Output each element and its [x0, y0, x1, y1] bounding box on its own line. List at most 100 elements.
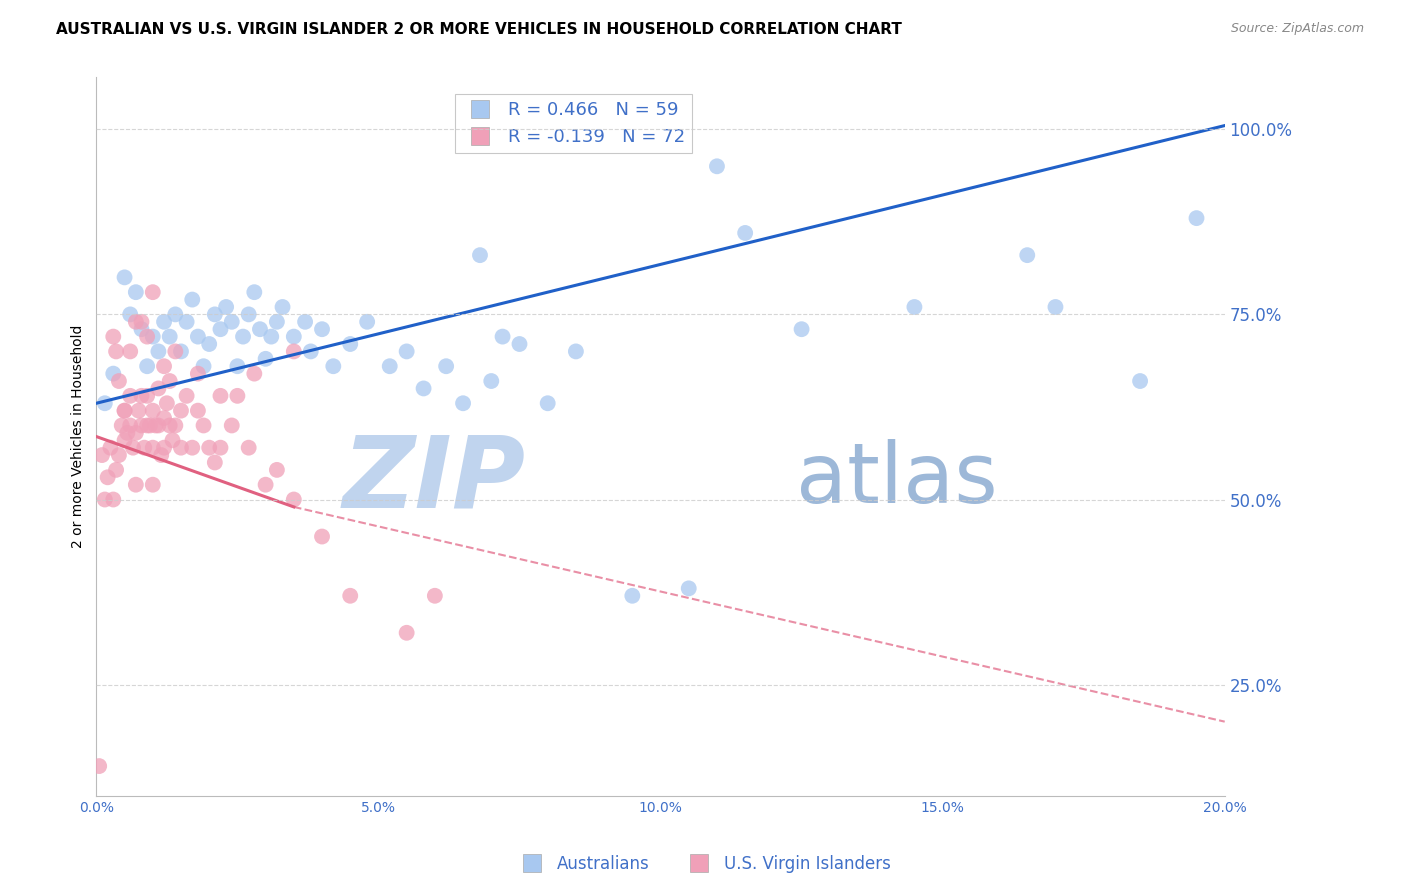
Point — [125, 425, 148, 440]
Point — [198, 441, 221, 455]
Point — [243, 367, 266, 381]
Point — [283, 329, 305, 343]
Point — [148, 418, 170, 433]
Point — [148, 344, 170, 359]
Point — [103, 367, 125, 381]
Point — [159, 418, 181, 433]
Point — [311, 529, 333, 543]
Point — [97, 470, 120, 484]
Point — [120, 307, 142, 321]
Point — [378, 359, 401, 374]
Point — [142, 329, 165, 343]
Point — [145, 418, 167, 433]
Point — [136, 418, 159, 433]
Point — [159, 329, 181, 343]
Text: Source: ZipAtlas.com: Source: ZipAtlas.com — [1230, 22, 1364, 36]
Point — [131, 418, 153, 433]
Point — [260, 329, 283, 343]
Point — [100, 441, 122, 455]
Point — [395, 625, 418, 640]
Point — [150, 448, 173, 462]
Point — [125, 285, 148, 300]
Point — [221, 418, 243, 433]
Point — [120, 389, 142, 403]
Point — [395, 344, 418, 359]
Text: ZIP: ZIP — [342, 431, 524, 528]
Point — [131, 389, 153, 403]
Point — [114, 403, 136, 417]
Point — [114, 270, 136, 285]
Point — [136, 329, 159, 343]
Point — [193, 359, 215, 374]
Point — [165, 344, 187, 359]
Point — [170, 344, 193, 359]
Point — [153, 315, 176, 329]
Point — [131, 322, 153, 336]
Point — [89, 759, 111, 773]
Point — [243, 285, 266, 300]
Point — [434, 359, 457, 374]
Point — [120, 418, 142, 433]
Point — [122, 441, 145, 455]
Point — [283, 492, 305, 507]
Point — [170, 441, 193, 455]
Point — [294, 315, 316, 329]
Point — [156, 396, 179, 410]
Point — [128, 403, 150, 417]
Point — [176, 315, 198, 329]
Point — [1129, 374, 1152, 388]
Point — [198, 337, 221, 351]
Point — [165, 418, 187, 433]
Point — [165, 307, 187, 321]
Point — [356, 315, 378, 329]
Point — [114, 403, 136, 417]
Point — [142, 285, 165, 300]
Point — [91, 448, 114, 462]
Point — [94, 396, 117, 410]
Point — [204, 307, 226, 321]
Point — [111, 418, 134, 433]
Point — [142, 403, 165, 417]
Point — [139, 418, 162, 433]
Point — [508, 337, 530, 351]
Point — [181, 441, 204, 455]
Point — [266, 315, 288, 329]
Point — [209, 389, 232, 403]
Point — [734, 226, 756, 240]
Point — [339, 337, 361, 351]
Point — [134, 441, 156, 455]
Point — [621, 589, 644, 603]
Point — [136, 389, 159, 403]
Point — [193, 418, 215, 433]
Point — [187, 403, 209, 417]
Point — [142, 477, 165, 491]
Point — [1185, 211, 1208, 226]
Point — [423, 589, 446, 603]
Point — [105, 344, 128, 359]
Text: AUSTRALIAN VS U.S. VIRGIN ISLANDER 2 OR MORE VEHICLES IN HOUSEHOLD CORRELATION C: AUSTRALIAN VS U.S. VIRGIN ISLANDER 2 OR … — [56, 22, 903, 37]
Point — [103, 329, 125, 343]
Point — [181, 293, 204, 307]
Y-axis label: 2 or more Vehicles in Household: 2 or more Vehicles in Household — [72, 325, 86, 549]
Point — [114, 434, 136, 448]
Point — [136, 359, 159, 374]
Point — [412, 381, 434, 395]
Point — [125, 315, 148, 329]
Point — [565, 344, 588, 359]
Point — [170, 403, 193, 417]
Point — [108, 448, 131, 462]
Point — [204, 455, 226, 469]
Point — [271, 300, 294, 314]
Point — [153, 359, 176, 374]
Point — [226, 359, 249, 374]
Point — [125, 477, 148, 491]
Point — [153, 411, 176, 425]
Point — [1017, 248, 1039, 262]
Point — [131, 315, 153, 329]
Point — [1045, 300, 1067, 314]
Legend: R = 0.466   N = 59, R = -0.139   N = 72: R = 0.466 N = 59, R = -0.139 N = 72 — [456, 94, 692, 153]
Point — [159, 374, 181, 388]
Point — [232, 329, 254, 343]
Point — [537, 396, 560, 410]
Point — [221, 315, 243, 329]
